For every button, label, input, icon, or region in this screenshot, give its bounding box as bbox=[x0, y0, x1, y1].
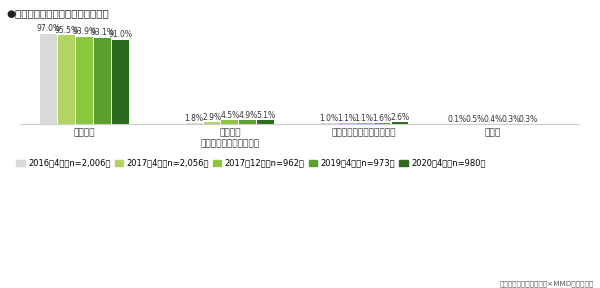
Bar bbox=[76, 37, 93, 124]
Bar bbox=[239, 120, 256, 124]
Text: 0.3%: 0.3% bbox=[501, 115, 520, 124]
Text: 2.6%: 2.6% bbox=[391, 113, 409, 122]
Text: 0.5%: 0.5% bbox=[465, 115, 484, 124]
Bar bbox=[338, 123, 355, 124]
Text: 0.3%: 0.3% bbox=[519, 115, 538, 124]
Bar bbox=[221, 120, 238, 124]
Text: 2.9%: 2.9% bbox=[202, 113, 221, 122]
Text: 1.6%: 1.6% bbox=[373, 114, 392, 123]
Bar bbox=[94, 38, 111, 124]
Bar bbox=[112, 39, 128, 124]
Text: 1.1%: 1.1% bbox=[337, 114, 356, 123]
Text: 1.1%: 1.1% bbox=[355, 114, 374, 123]
Legend: 2016年4月（n=2,006）, 2017年4月（n=2,056）, 2017年12月（n=962）, 2019年4月（n=973）, 2020年4月（n=9: 2016年4月（n=2,006）, 2017年4月（n=2,056）, 2017… bbox=[13, 156, 489, 171]
Text: 4.9%: 4.9% bbox=[238, 111, 257, 120]
Bar bbox=[203, 122, 220, 124]
Text: 97.0%: 97.0% bbox=[37, 24, 61, 33]
Text: 1.8%: 1.8% bbox=[185, 114, 203, 123]
Text: 91.0%: 91.0% bbox=[108, 30, 132, 39]
Text: 5.1%: 5.1% bbox=[256, 111, 275, 120]
Text: ●》日本「携帯電話購入状況の推移: ●》日本「携帯電話購入状況の推移 bbox=[6, 9, 109, 19]
Bar bbox=[392, 122, 409, 124]
Text: 0.4%: 0.4% bbox=[483, 115, 502, 124]
Text: 93.9%: 93.9% bbox=[73, 27, 97, 36]
Bar bbox=[374, 123, 391, 124]
Text: 4.5%: 4.5% bbox=[220, 111, 239, 120]
Bar bbox=[58, 35, 75, 124]
Text: 93.1%: 93.1% bbox=[91, 28, 115, 37]
Text: 1.0%: 1.0% bbox=[319, 114, 338, 123]
Bar bbox=[356, 123, 373, 124]
Bar bbox=[40, 34, 57, 124]
Bar bbox=[257, 120, 274, 124]
Text: オークネット総合研究所×MMD研究所調べ: オークネット総合研究所×MMD研究所調べ bbox=[500, 280, 594, 287]
Text: 0.1%: 0.1% bbox=[448, 115, 467, 124]
Text: 95.5%: 95.5% bbox=[55, 26, 79, 35]
Bar bbox=[185, 123, 202, 124]
